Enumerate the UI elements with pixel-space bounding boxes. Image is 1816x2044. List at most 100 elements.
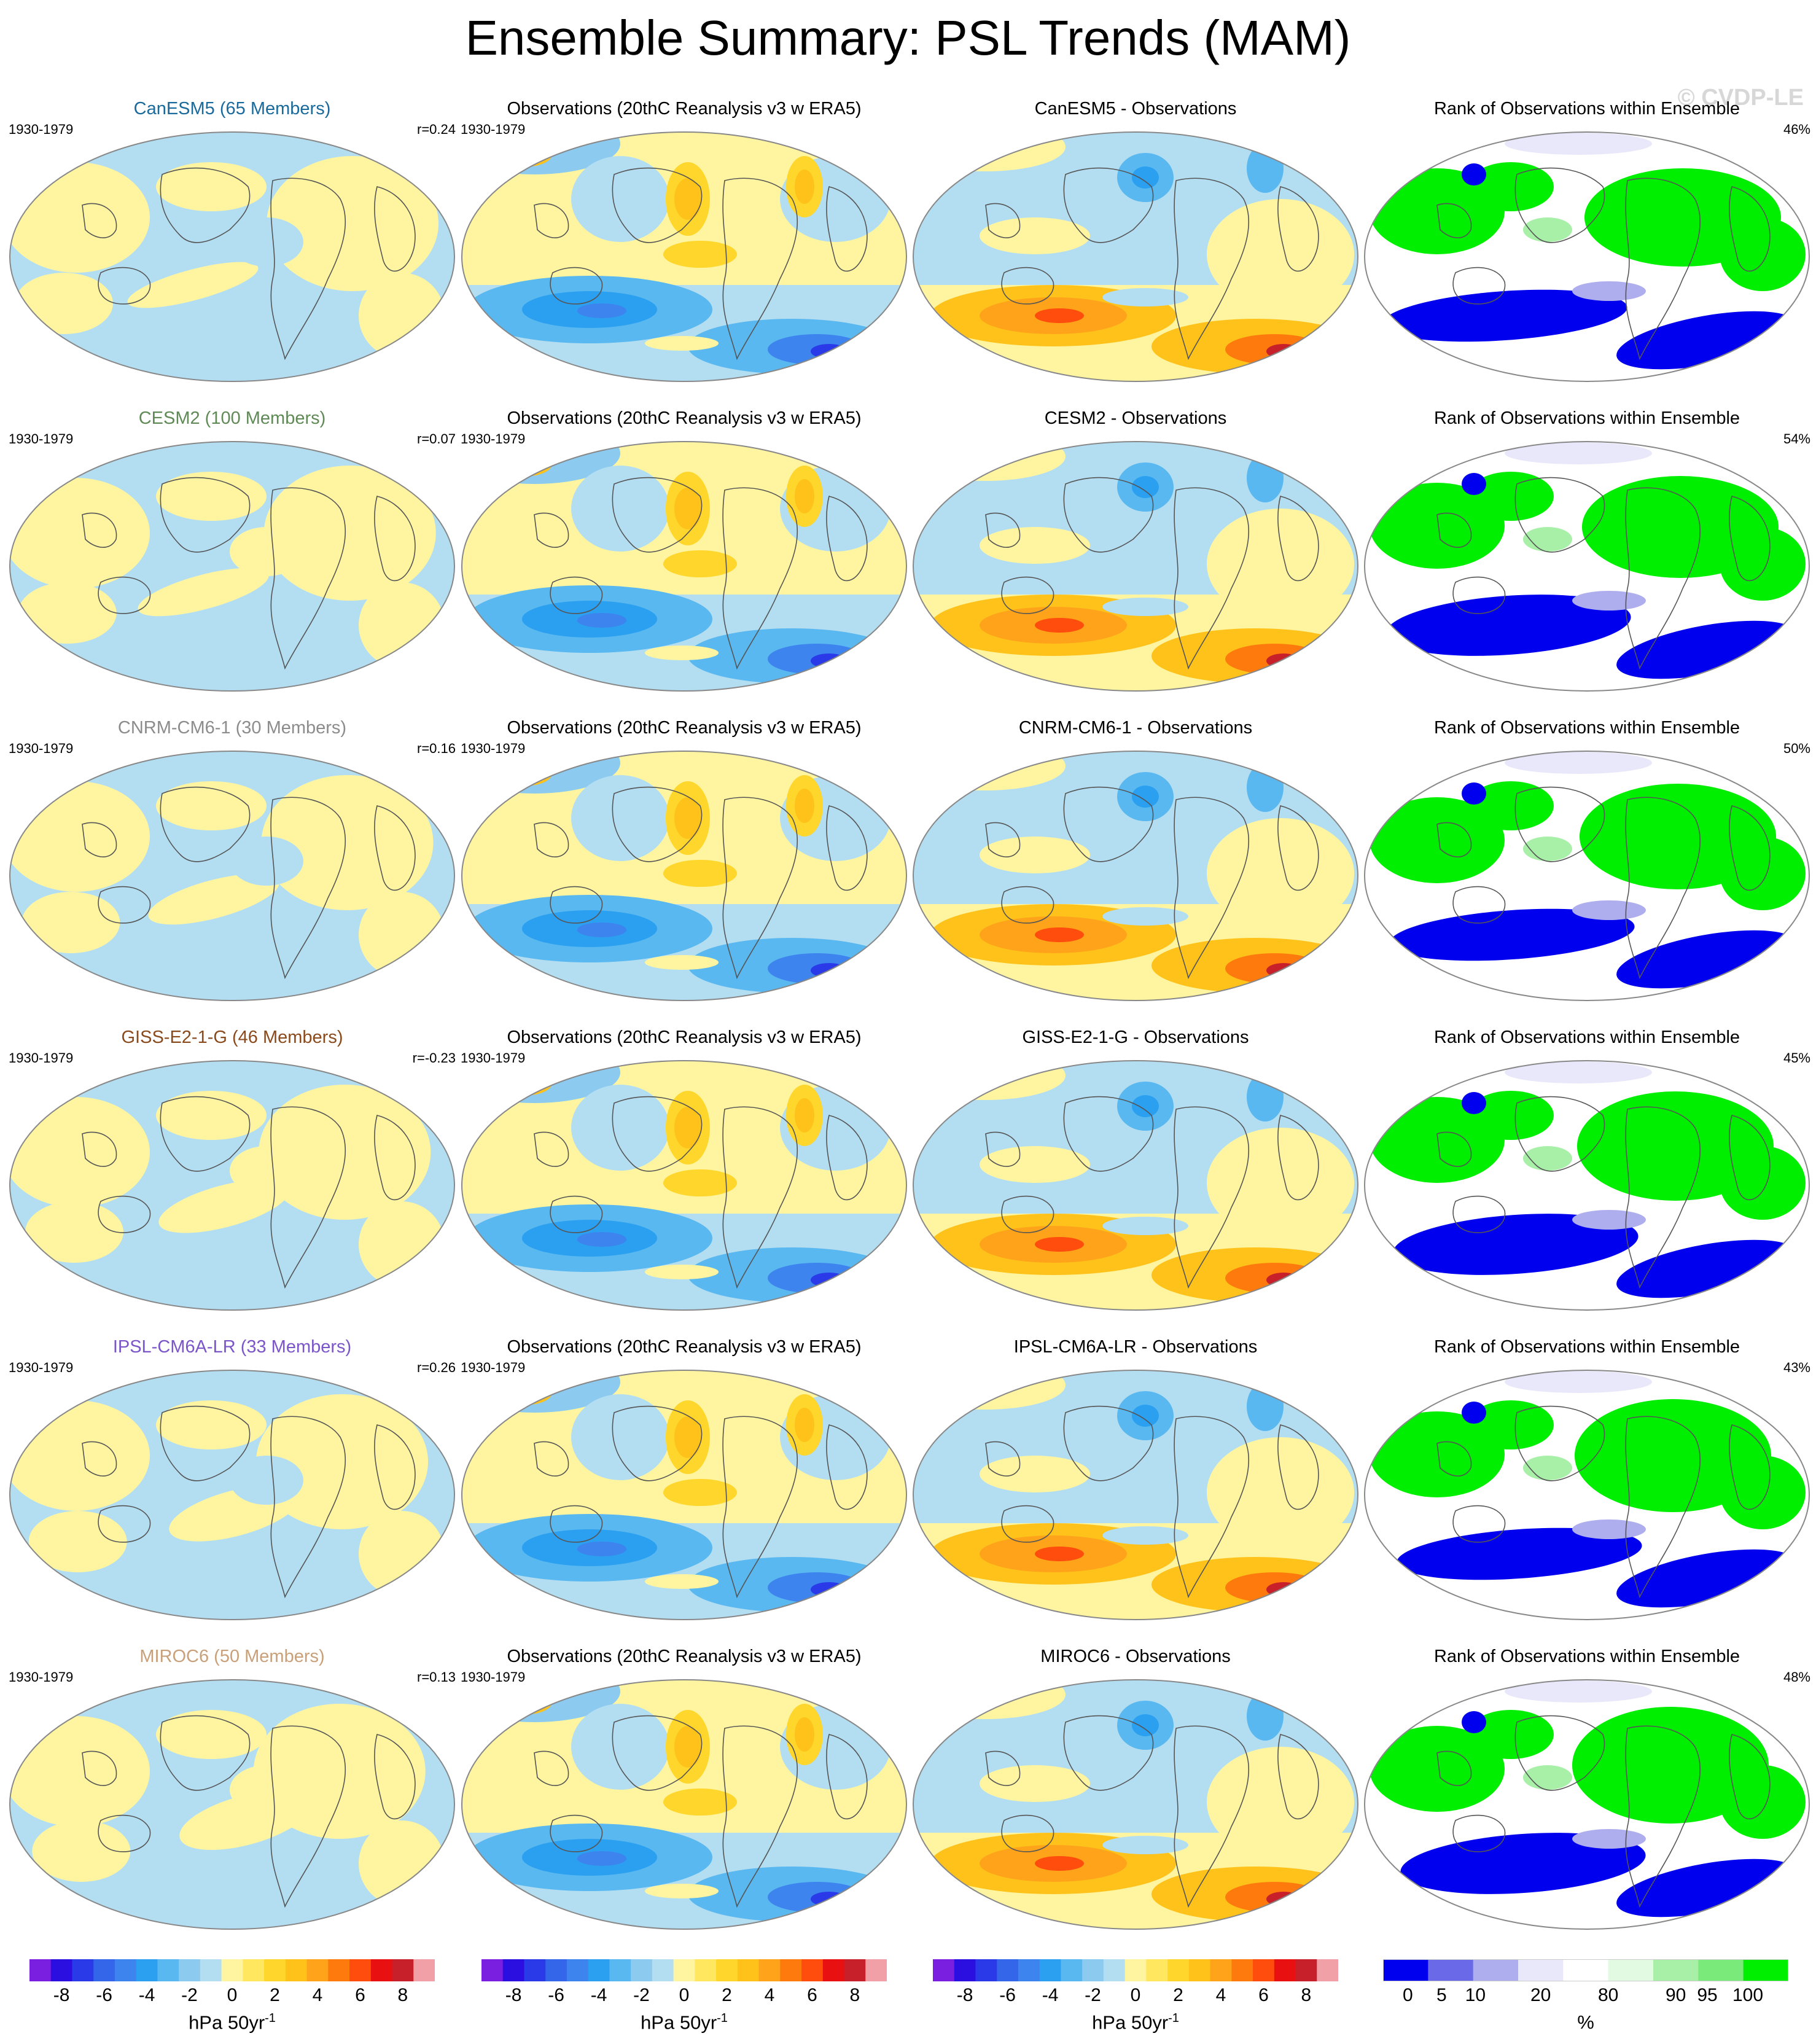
map-outline [1364,751,1810,1001]
positive-trend-region [138,568,269,617]
coastline [1063,786,1154,862]
colorbar-swatch [413,1959,435,1981]
low-rank-region [1616,311,1798,370]
positive-trend-region [156,472,267,521]
map-outline [1364,1060,1810,1311]
coastline [1277,1424,1319,1510]
ensemble-panel: CNRM-CM6-1 (30 Members) 1930-1979 r=0.16 [9,717,456,1001]
colorbar-tick-label: 0 [679,1985,690,2005]
panel-title: Observations (20thC Reanalysis v3 w ERA5… [507,99,862,119]
low-rank-region [1616,1549,1798,1608]
panel-title: GISS-E2-1-G (46 Members) [121,1028,343,1047]
negative-trend-region [571,156,669,242]
low-rank-region [1572,900,1646,920]
colorbar-tick-label: 2 [270,1985,280,2005]
negative-trend-region [1132,166,1159,189]
coastline [1174,1725,1249,1908]
positive-trend-region [674,1726,701,1768]
low-rank-region [1616,620,1798,679]
colorbar-swatch [673,1959,695,1981]
high-rank-region [1720,1456,1806,1529]
low-rank-region [1397,1527,1642,1580]
colorbar-swatch [114,1959,137,1981]
high-rank-region [1572,1707,1769,1824]
coastline [826,186,868,272]
high-rank-region [1468,1710,1554,1759]
positive-trend-region [645,1574,719,1589]
high-rank-region [1370,797,1505,883]
coastline [374,1734,416,1820]
positive-trend-region [795,479,814,513]
colorbar-tick-label: -2 [1085,1985,1101,2005]
panel-title: Observations (20thC Reanalysis v3 w ERA5… [507,1647,862,1666]
period-label: 1930-1979 [9,741,74,756]
colorbar-swatch [349,1959,372,1981]
map [913,1370,1358,1620]
colorbar-swatches [1383,1959,1788,1981]
difference-colorbar: -8 -6 -4 -2 0 2 4 6 8 hPa 50yr-1 [933,1959,1338,2033]
coastline [1452,1505,1506,1543]
panel-title: CESM2 (100 Members) [138,408,326,428]
colorbar-swatch [1146,1959,1168,1981]
coastline [985,1441,1021,1476]
panel-title: Observations (20thC Reanalysis v3 w ERA5… [507,718,862,738]
map-field [462,1061,906,1310]
colorbar-swatch [1018,1959,1040,1981]
map-field [10,1370,454,1620]
coastline [1277,496,1319,582]
difference-panel: IPSL-CM6A-LR - Observations [912,1336,1359,1620]
colorbar-swatch [844,1959,866,1981]
map [913,1060,1358,1311]
low-rank-region [1393,1214,1639,1275]
negative-trend-region [577,923,626,937]
colorbar-swatch [1653,1959,1699,1981]
map [9,1679,455,1930]
difference-panel: GISS-E2-1-G - Observations [912,1027,1359,1311]
rank-percent-label: 50% [1783,741,1810,756]
negative-trend-region [571,1085,669,1171]
positive-trend-region [1035,1547,1084,1561]
negative-trend-region [943,754,980,771]
coastline [612,477,703,553]
positive-trend-region [980,217,1090,254]
colorbar-swatch [631,1959,653,1981]
colorbar-tick-label: 6 [807,1985,817,2005]
map-field [462,1680,906,1929]
high-rank-region [1468,162,1554,211]
low-rank-region [1572,281,1646,301]
panel-title: Rank of Observations within Ensemble [1433,1337,1740,1357]
positive-trend-region [980,837,1090,873]
colorbar-swatch [1103,1959,1126,1981]
map [9,131,455,382]
map [461,1679,907,1930]
map [1364,751,1810,1001]
coastline [612,1715,703,1791]
coastline [1063,167,1154,243]
high-rank-region [1720,527,1806,601]
rank-panel: Rank of Observations within Ensemble 50% [1363,717,1810,1001]
colorbar-swatch [1383,1959,1428,1981]
coastline [985,512,1021,548]
colorbar-swatch [1295,1959,1317,1981]
ensemble-panel: CanESM5 (65 Members) 1930-1979 r=0.24 [9,98,456,382]
positive-trend-region [127,262,259,308]
colorbar-swatch [1061,1959,1083,1981]
map [913,1679,1358,1930]
colorbar-swatch [502,1959,524,1981]
colorbar-tick-label: -4 [590,1985,607,2005]
coastline [270,1416,346,1599]
colorbar-swatch [780,1959,802,1981]
high-rank-region [1523,1146,1572,1171]
colorbar-swatch [29,1959,52,1981]
colorbar-swatch [695,1959,717,1981]
colorbar-swatch [221,1959,243,1981]
coastline [1436,1131,1472,1167]
panel-title: Rank of Observations within Ensemble [1433,718,1740,738]
coastline [1277,1115,1319,1201]
map [913,441,1358,692]
trend-region [230,527,303,576]
positive-trend-region [1266,1273,1301,1287]
rank-field [1365,751,1809,1001]
panel-title: MIROC6 - Observations [1040,1647,1231,1666]
negative-trend-region [1102,598,1188,616]
